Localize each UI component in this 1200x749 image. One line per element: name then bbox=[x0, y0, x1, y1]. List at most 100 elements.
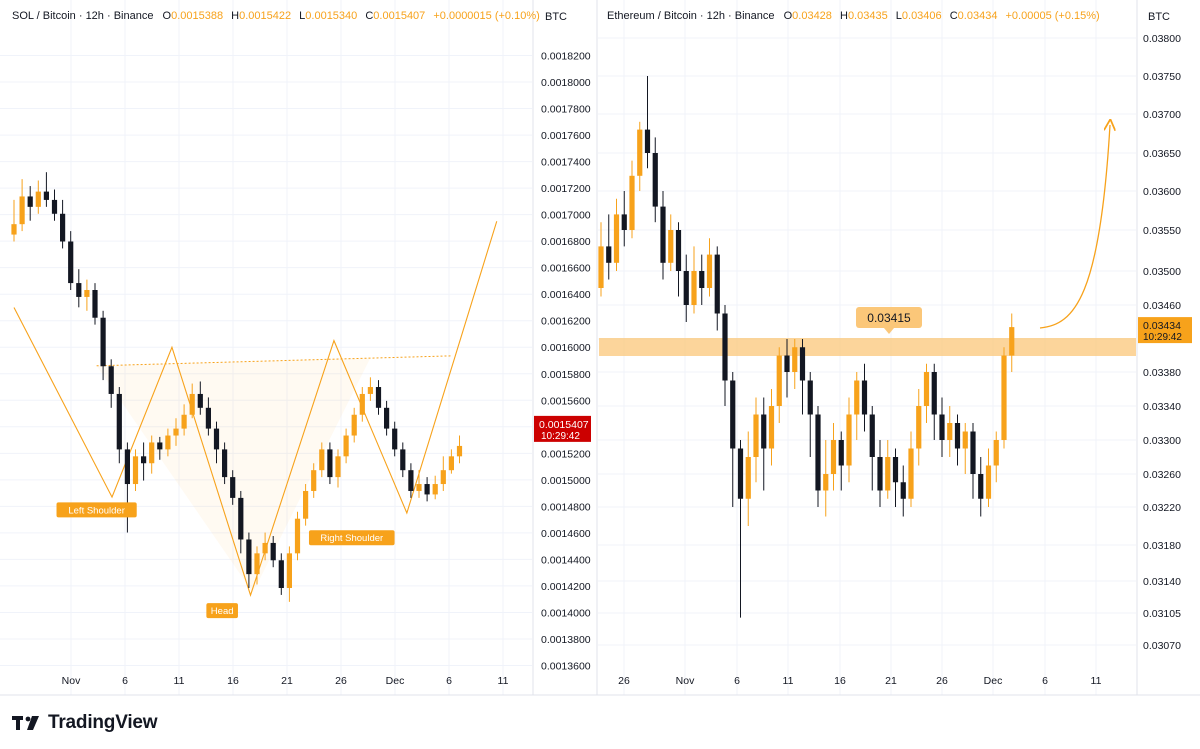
sol-btc-candle bbox=[11, 199, 17, 242]
candle-body bbox=[947, 423, 953, 440]
pattern-label: Left Shoulder bbox=[56, 502, 137, 518]
sol-btc-chart-panel[interactable]: Left Shoulder Head Right Shoulder BTC 0.00… bbox=[0, 0, 591, 695]
eth-btc-price-tick: 0.03460 bbox=[1143, 300, 1181, 312]
eth-btc-resistance-zone: 0.03415 bbox=[599, 307, 1136, 356]
sol-btc-candle bbox=[43, 172, 49, 207]
sol-btc-time-tick: 6 bbox=[122, 675, 128, 687]
eth-btc-price-tick: 0.03800 bbox=[1143, 33, 1181, 45]
candle-body bbox=[978, 474, 984, 499]
eth-btc-candle bbox=[722, 305, 728, 406]
eth-btc-candle bbox=[830, 423, 837, 491]
eth-btc-candle bbox=[931, 363, 937, 440]
sol-btc-candle bbox=[149, 435, 155, 474]
sol-btc-candle bbox=[286, 546, 292, 602]
eth-btc-candle bbox=[613, 198, 620, 271]
eth-btc-candle bbox=[978, 457, 984, 517]
head-and-shoulders-pattern bbox=[13, 221, 498, 598]
candle-body bbox=[761, 414, 767, 449]
eth-btc-currency-label: BTC bbox=[1148, 11, 1170, 23]
eth-btc-time-axis[interactable]: 26 Nov 6 11 16 21 26 Dec 6 11 bbox=[618, 675, 1101, 687]
eth-btc-price-tick: 0.03180 bbox=[1143, 540, 1181, 552]
candle-body bbox=[621, 214, 627, 230]
eth-btc-candle bbox=[885, 440, 891, 499]
candle-body bbox=[108, 366, 114, 394]
eth-btc-price-tick: 0.03300 bbox=[1143, 435, 1181, 447]
eth-btc-candle bbox=[807, 372, 813, 457]
eth-btc-candle bbox=[846, 397, 852, 483]
candle-body bbox=[254, 553, 260, 575]
sol-btc-candle bbox=[124, 442, 130, 533]
sol-btc-candle bbox=[51, 189, 58, 221]
eth-btc-candle bbox=[877, 440, 883, 507]
candle-body bbox=[440, 470, 446, 485]
candle-body bbox=[351, 414, 357, 436]
sol-btc-candle bbox=[343, 428, 349, 464]
resistance-zone-label: 0.03415 bbox=[867, 311, 911, 325]
candle-body bbox=[954, 423, 961, 449]
eth-btc-price-tick: 0.03700 bbox=[1143, 109, 1181, 121]
sol-btc-candle bbox=[416, 470, 422, 498]
candle-body bbox=[238, 497, 244, 540]
candle-body bbox=[784, 355, 790, 372]
eth-btc-candle bbox=[660, 191, 666, 280]
eth-btc-time-tick: Nov bbox=[676, 675, 695, 687]
candle-body bbox=[629, 175, 635, 230]
eth-btc-time-tick: 16 bbox=[834, 675, 846, 687]
eth-btc-price-axis[interactable]: 0.03800 0.03750 0.03700 0.03650 0.03600 0.035… bbox=[1143, 33, 1181, 652]
candle-body bbox=[854, 380, 860, 415]
sol-btc-symbol-title: SOL / Bitcoin · 12h · Binance bbox=[12, 10, 153, 22]
eth-btc-candle bbox=[768, 389, 775, 466]
tradingview-brand[interactable]: TradingView bbox=[12, 708, 158, 738]
sol-btc-candle bbox=[392, 421, 398, 457]
pattern-label-text: Right Shoulder bbox=[320, 533, 383, 544]
candle-body bbox=[270, 542, 276, 561]
sol-btc-candle bbox=[173, 418, 179, 446]
candle-body bbox=[931, 372, 937, 415]
candle-body bbox=[213, 428, 220, 450]
sol-btc-price-tick: 0.0014400 bbox=[541, 554, 591, 566]
pattern-label-bg bbox=[206, 603, 238, 619]
eth-btc-candle bbox=[815, 406, 821, 507]
candle-body bbox=[408, 470, 414, 491]
eth-btc-price-tick: 0.03105 bbox=[1143, 608, 1181, 620]
eth-btc-chart-panel[interactable]: 0.03415 BTC 0.03800 0.03750 0.03700 0.03650… bbox=[596, 0, 1192, 695]
eth-btc-candle bbox=[1009, 313, 1015, 372]
eth-btc-candle bbox=[908, 431, 914, 507]
neckline bbox=[96, 355, 452, 367]
candle-body bbox=[246, 539, 252, 575]
sol-btc-price-axis[interactable]: 0.0018200 0.0018000 0.0017800 0.0017600 0.00… bbox=[541, 51, 591, 673]
sol-btc-candle bbox=[319, 442, 325, 478]
eth-btc-candle bbox=[993, 431, 999, 483]
candle-body bbox=[68, 241, 74, 284]
sol-btc-candle bbox=[19, 179, 25, 232]
eth-btc-price-tick: 0.03340 bbox=[1143, 401, 1181, 413]
candle-body bbox=[861, 380, 868, 415]
sol-btc-candle bbox=[92, 283, 98, 325]
eth-btc-candle bbox=[923, 363, 930, 423]
eth-btc-candle bbox=[784, 339, 790, 398]
eth-btc-candle bbox=[838, 431, 844, 491]
pattern-label-text: Left Shoulder bbox=[68, 505, 125, 516]
candle-body bbox=[116, 393, 122, 450]
last-price-countdown: 10:29:42 bbox=[541, 431, 580, 442]
sol-btc-candle bbox=[165, 428, 171, 457]
candle-body bbox=[668, 230, 674, 263]
sol-btc-price-tick: 0.0017200 bbox=[541, 183, 591, 195]
sol-btc-candle bbox=[254, 546, 260, 585]
sol-btc-candle bbox=[262, 532, 268, 561]
eth-btc-candle bbox=[985, 448, 992, 507]
sol-btc-time-axis[interactable]: Nov 6 11 16 21 26 Dec 6 11 bbox=[62, 675, 509, 687]
eth-btc-price-tick: 0.03220 bbox=[1143, 502, 1181, 514]
sol-btc-time-tick: Dec bbox=[386, 675, 405, 687]
candle-body bbox=[11, 224, 17, 235]
candle-body bbox=[197, 393, 203, 408]
eth-btc-candle bbox=[714, 246, 720, 331]
eth-btc-price-tick: 0.03070 bbox=[1143, 640, 1181, 652]
candle-body bbox=[807, 380, 813, 415]
eth-btc-symbol-title: Ethereum / Bitcoin · 12h · Binance bbox=[607, 10, 775, 22]
candle-body bbox=[737, 448, 744, 499]
candle-body bbox=[19, 196, 25, 225]
sol-btc-time-tick: 11 bbox=[174, 675, 185, 687]
sol-btc-candle bbox=[197, 381, 203, 415]
